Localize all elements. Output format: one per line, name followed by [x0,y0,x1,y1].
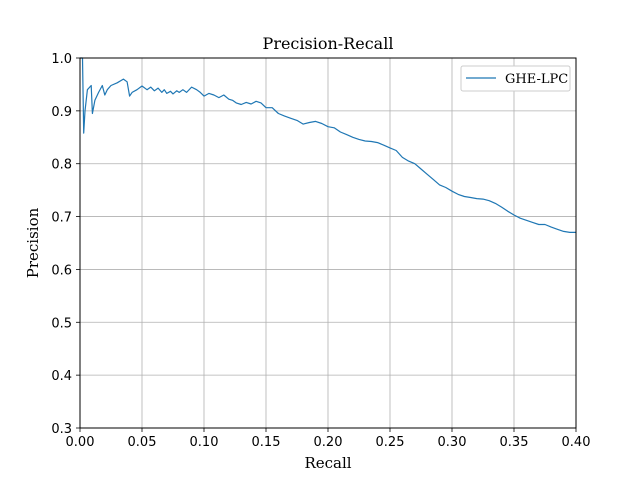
y-tick-label: 0.6 [51,263,72,278]
series-line [80,57,576,233]
x-tick-label: 0.35 [500,435,529,450]
series-layer [80,57,576,233]
x-tick-label: 0.05 [128,435,157,450]
x-tick-label: 0.20 [314,435,343,450]
x-tick-label: 0.00 [66,435,95,450]
x-tick-label: 0.15 [252,435,281,450]
x-tick-label: 0.10 [190,435,219,450]
legend-label: GHE-LPC [505,72,568,87]
y-tick-label: 0.7 [51,211,72,226]
y-tick-label: 0.9 [51,105,72,120]
x-tick-label: 0.30 [438,435,467,450]
grid-layer [79,57,577,429]
x-tick-label: 0.25 [376,435,405,450]
y-tick-label: 0.8 [51,158,72,173]
ticks-layer: 0.00 0.05 0.10 0.15 0.20 0.25 0.30 0.35 0.40 0.3 0… [51,52,590,450]
chart-title: Precision-Recall [263,34,394,53]
y-axis-label: Precision [24,207,42,278]
x-axis-label: Recall [304,454,351,472]
y-tick-label: 0.3 [51,422,72,437]
plot-frame [79,57,577,429]
legend: GHE-LPC [460,65,571,92]
y-tick-label: 0.5 [51,316,72,331]
x-tick-label: 0.40 [562,435,591,450]
legend-box [460,65,571,92]
y-tick-label: 0.4 [51,369,72,384]
y-tick-label: 1.0 [51,52,72,67]
